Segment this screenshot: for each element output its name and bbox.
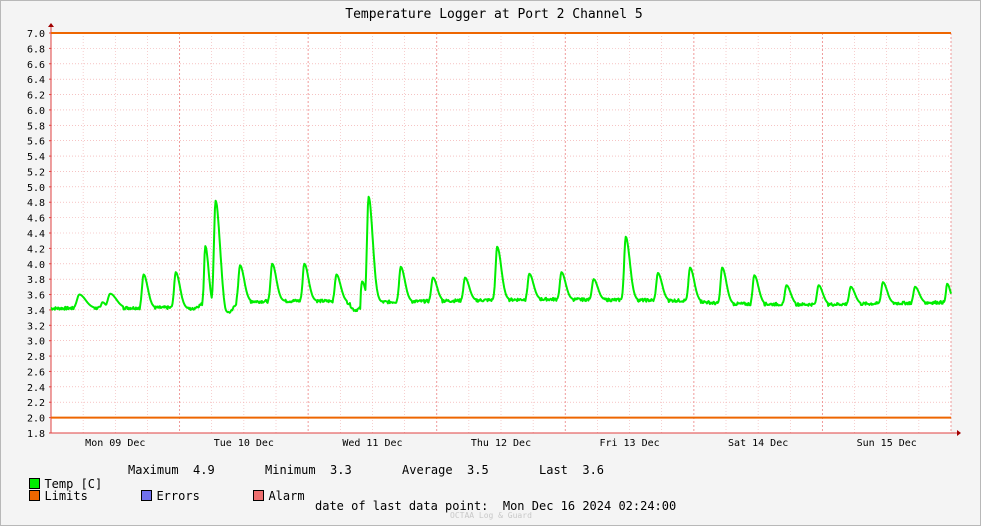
x-axis-arrow: [957, 430, 961, 436]
x-tick-label: Wed 11 Dec: [342, 438, 402, 449]
errors-legend-swatch: [141, 490, 153, 501]
legend-row-2: Limits: [15, 475, 88, 503]
temp-legend-swatch: [29, 478, 41, 489]
watermark: OCTAA Log & Guard: [450, 511, 532, 520]
minimum-value: 3.3: [330, 463, 352, 477]
maximum-value: 4.9: [193, 463, 215, 477]
y-tick-label: 4.2: [27, 244, 45, 255]
limits-legend-swatch: [29, 490, 41, 501]
x-tick-label: Mon 09 Dec: [85, 438, 145, 449]
temp-series-line: [50, 195, 952, 314]
minimum-stat: Minimum 3.3: [265, 463, 352, 477]
alarm-legend-swatch: [253, 490, 265, 501]
y-tick-label: 5.2: [27, 167, 45, 178]
average-label: Average: [402, 463, 453, 477]
y-tick-label: 5.8: [27, 121, 45, 132]
x-tick-label: Sat 14 Dec: [728, 438, 788, 449]
alarm-legend: Alarm: [239, 475, 305, 503]
y-tick-label: 3.4: [27, 306, 45, 317]
y-tick-label: 2.8: [27, 352, 45, 363]
y-tick-label: 5.4: [27, 152, 45, 163]
y-tick-label: 2.0: [27, 414, 45, 425]
last-data-point-label: date of last data point:: [315, 499, 489, 513]
y-tick-label: 3.8: [27, 275, 45, 286]
y-tick-label: 3.6: [27, 291, 45, 302]
chart-title: Temperature Logger at Port 2 Channel 5: [345, 7, 642, 22]
last-stat: Last 3.6: [539, 463, 604, 477]
errors-legend: Errors: [127, 475, 200, 503]
minimum-label: Minimum: [265, 463, 316, 477]
legend-row-1: Temp [C]: [15, 463, 102, 491]
last-value: 3.6: [582, 463, 605, 477]
alarm-legend-label: Alarm: [268, 489, 305, 503]
temp-legend-label: Temp [C]: [44, 477, 103, 491]
y-tick-label: 6.0: [27, 106, 45, 117]
y-tick-label: 6.4: [27, 75, 45, 86]
last-data-point-value: Mon Dec 16 2024 02:24:00: [502, 499, 677, 513]
x-tick-label: Fri 13 Dec: [599, 438, 659, 449]
y-tick-label: 2.4: [27, 383, 45, 394]
maximum-stat: Maximum 4.9: [128, 463, 215, 477]
y-tick-label: 6.6: [27, 60, 45, 71]
y-tick-label: 4.8: [27, 198, 45, 209]
y-tick-label: 1.8: [27, 429, 45, 440]
y-tick-label: 3.2: [27, 321, 45, 332]
limits-legend-label: Limits: [44, 489, 88, 503]
y-tick-label: 5.0: [27, 183, 45, 194]
maximum-label: Maximum: [128, 463, 179, 477]
last-data-point: date of last data point: Mon Dec 16 2024…: [315, 499, 676, 513]
x-tick-label: Tue 10 Dec: [214, 438, 274, 449]
y-tick-label: 4.6: [27, 214, 45, 225]
y-tick-label: 2.6: [27, 367, 45, 378]
errors-legend-label: Errors: [156, 489, 200, 503]
y-tick-label: 6.8: [27, 44, 45, 55]
y-axis-arrow: [48, 23, 54, 27]
last-label: Last: [539, 463, 568, 477]
y-tick-label: 6.2: [27, 91, 45, 102]
y-tick-label: 7.0: [27, 29, 45, 40]
average-value: 3.5: [467, 463, 489, 477]
y-tick-label: 2.2: [27, 398, 45, 409]
average-stat: Average 3.5: [402, 463, 489, 477]
y-tick-label: 5.6: [27, 137, 45, 148]
y-tick-label: 3.0: [27, 337, 45, 348]
x-tick-label: Thu 12 Dec: [471, 438, 531, 449]
y-tick-label: 4.0: [27, 260, 45, 271]
x-tick-label: Sun 15 Dec: [857, 438, 917, 449]
y-tick-label: 4.4: [27, 229, 45, 240]
